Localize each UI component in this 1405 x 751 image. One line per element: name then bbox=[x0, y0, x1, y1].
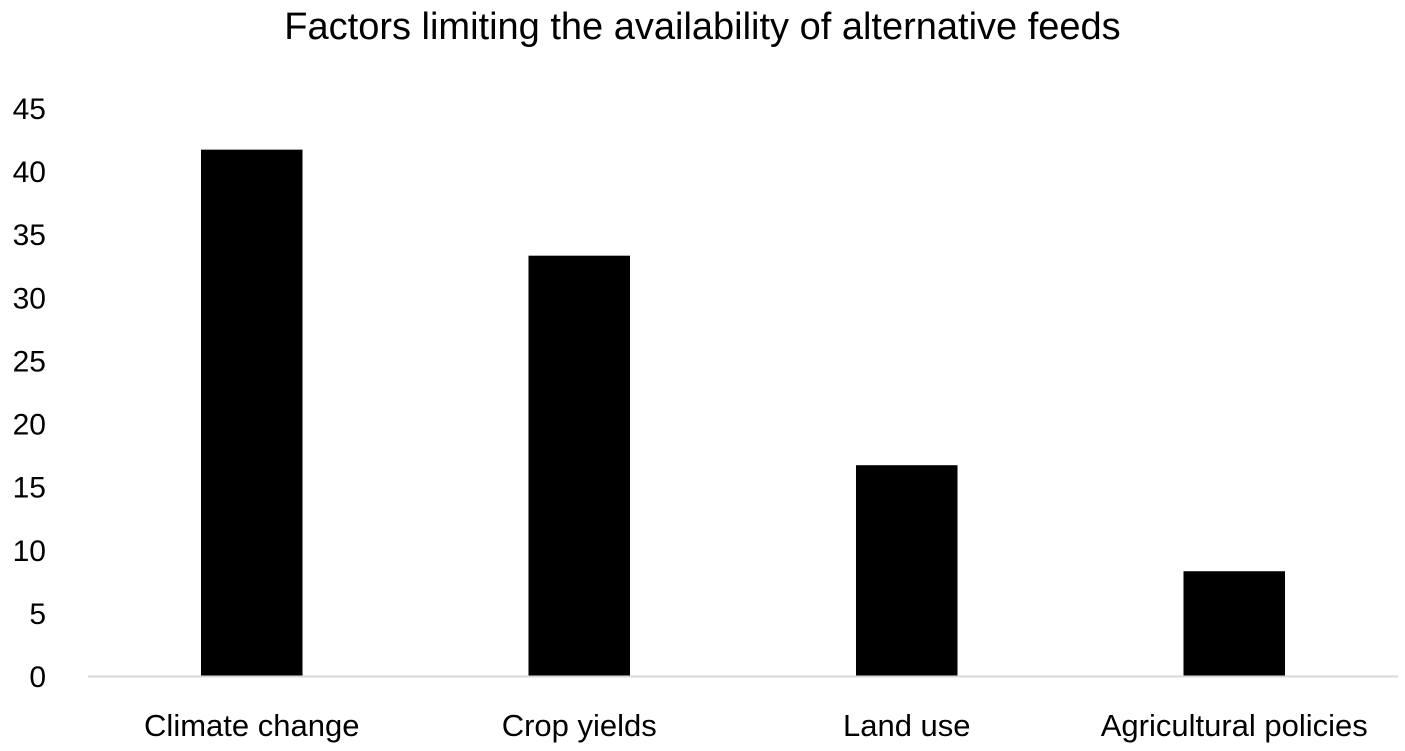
y-tick-label-10: 10 bbox=[13, 535, 46, 568]
y-axis-ticks: 0 5 10 15 20 25 30 35 40 45 bbox=[13, 93, 46, 694]
y-tick-label-35: 35 bbox=[13, 219, 46, 252]
y-tick-label-15: 15 bbox=[13, 472, 46, 505]
chart-title: Factors limiting the availability of alt… bbox=[284, 6, 1121, 48]
x-tick-label-land-use: Land use bbox=[843, 708, 971, 743]
bars bbox=[200, 149, 1286, 677]
y-tick-label-30: 30 bbox=[13, 282, 46, 315]
bar-crop-yields bbox=[528, 255, 631, 676]
bar-climate-change bbox=[200, 149, 303, 677]
bar-agricultural-policies bbox=[1183, 571, 1286, 676]
y-tick-label-0: 0 bbox=[29, 661, 46, 694]
y-tick-label-40: 40 bbox=[13, 156, 46, 189]
x-axis-labels: Climate change Crop yields Land use Agricul… bbox=[144, 708, 1368, 743]
bar-land-use bbox=[855, 465, 958, 676]
y-tick-label-20: 20 bbox=[13, 409, 46, 442]
y-tick-label-45: 45 bbox=[13, 93, 46, 126]
y-tick-label-5: 5 bbox=[29, 598, 46, 631]
x-tick-label-climate-change: Climate change bbox=[144, 708, 359, 743]
x-tick-label-crop-yields: Crop yields bbox=[502, 708, 657, 743]
x-tick-label-agricultural-policies: Agricultural policies bbox=[1101, 708, 1368, 743]
y-tick-label-25: 25 bbox=[13, 345, 46, 378]
